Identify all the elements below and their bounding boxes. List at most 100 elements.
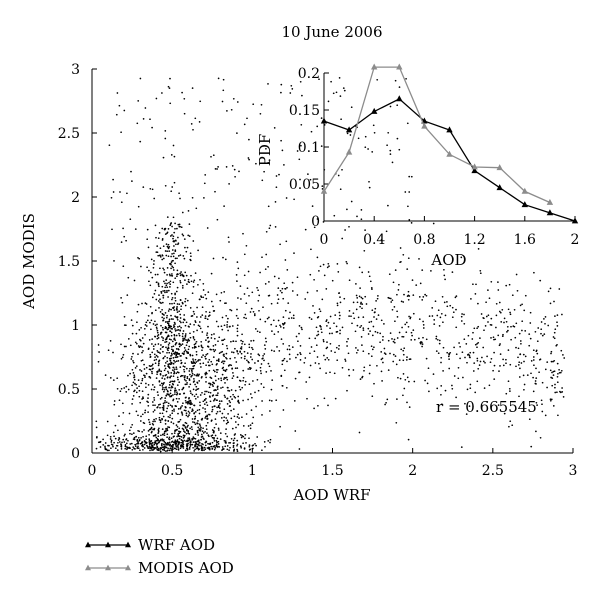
scatter-point: [175, 354, 178, 357]
scatter-point: [336, 263, 339, 265]
scatter-point: [468, 354, 471, 357]
scatter-point: [291, 290, 294, 292]
scatter-point: [218, 352, 221, 355]
scatter-point: [167, 441, 169, 444]
scatter-point: [170, 441, 173, 443]
scatter-point: [359, 378, 362, 380]
scatter-point: [184, 409, 187, 412]
scatter-point: [226, 347, 229, 350]
scatter-point: [466, 388, 469, 391]
scatter-point: [492, 336, 495, 339]
scatter-point: [166, 348, 169, 350]
scatter-point: [539, 279, 542, 282]
scatter-point: [140, 359, 143, 362]
scatter-point: [361, 303, 364, 305]
scatter-point: [112, 379, 115, 381]
scatter-point: [184, 324, 187, 327]
legend-label-0: WRF AOD: [138, 536, 215, 554]
scatter-point: [229, 405, 232, 407]
scatter-point: [279, 289, 282, 292]
scatter-point: [183, 409, 186, 412]
scatter-point: [154, 273, 157, 276]
scatter-point: [188, 414, 190, 416]
scatter-point: [552, 360, 554, 363]
scatter-point: [161, 254, 164, 257]
scatter-point: [407, 325, 410, 328]
scatter-point: [163, 369, 166, 372]
scatter-point: [197, 426, 200, 429]
scatter-point: [490, 357, 493, 360]
scatter-point: [546, 361, 549, 363]
scatter-point: [490, 337, 492, 339]
scatter-point: [123, 441, 126, 443]
scatter-point: [259, 370, 262, 372]
scatter-point: [242, 442, 244, 445]
scatter-point: [174, 393, 176, 396]
scatter-point: [553, 300, 555, 303]
scatter-point: [192, 388, 195, 391]
scatter-point: [440, 312, 443, 315]
scatter-point: [160, 370, 163, 373]
scatter-point: [171, 386, 174, 389]
scatter-point: [172, 144, 175, 147]
scatter-point: [236, 349, 238, 352]
scatter-point: [441, 403, 443, 406]
scatter-point: [198, 429, 201, 432]
scatter-point: [216, 385, 219, 388]
scatter-point: [164, 341, 166, 343]
scatter-point: [194, 320, 197, 322]
scatter-point: [185, 432, 188, 435]
scatter-point: [194, 362, 197, 365]
scatter-point: [172, 366, 175, 369]
scatter-point: [324, 358, 327, 361]
scatter-point: [166, 429, 169, 432]
inset-series-marker-0: [571, 217, 579, 224]
scatter-point: [195, 207, 198, 210]
scatter-point: [141, 390, 144, 393]
scatter-point: [121, 423, 124, 426]
scatter-point: [500, 321, 503, 323]
scatter-point: [436, 338, 439, 341]
scatter-point: [188, 379, 191, 381]
scatter-point: [154, 404, 156, 407]
scatter-point: [273, 333, 276, 336]
scatter-point: [173, 333, 176, 336]
scatter-point: [169, 404, 172, 407]
scatter-point: [396, 337, 399, 339]
scatter-point: [259, 112, 262, 115]
scatter-point: [144, 324, 147, 326]
scatter-point: [316, 290, 318, 292]
scatter-point: [278, 350, 281, 352]
scatter-point: [224, 440, 227, 442]
scatter-point: [497, 281, 499, 283]
scatter-point: [316, 334, 318, 337]
inset-series-marker-1: [371, 63, 378, 70]
scatter-point: [155, 417, 157, 420]
scatter-point: [319, 367, 321, 370]
scatter-point: [133, 374, 136, 377]
scatter-point: [170, 308, 172, 311]
scatter-point: [139, 338, 141, 341]
scatter-point: [174, 277, 177, 280]
scatter-point: [200, 344, 203, 347]
scatter-point: [140, 265, 142, 268]
scatter-point: [317, 333, 320, 336]
scatter-point: [441, 295, 444, 298]
scatter-point: [371, 334, 374, 337]
scatter-point: [319, 310, 322, 313]
scatter-point: [200, 366, 202, 368]
scatter-point: [188, 412, 191, 414]
scatter-point: [159, 352, 161, 354]
scatter-point: [509, 313, 512, 316]
scatter-point: [396, 398, 398, 400]
scatter-point: [151, 188, 154, 191]
scatter-point: [396, 310, 398, 313]
scatter-point: [112, 178, 114, 181]
scatter-point: [535, 430, 537, 433]
scatter-point: [163, 381, 165, 384]
scatter-point: [243, 350, 246, 353]
scatter-point: [162, 402, 165, 405]
scatter-point: [240, 339, 242, 342]
scatter-point: [243, 293, 246, 295]
scatter-point: [201, 331, 204, 333]
